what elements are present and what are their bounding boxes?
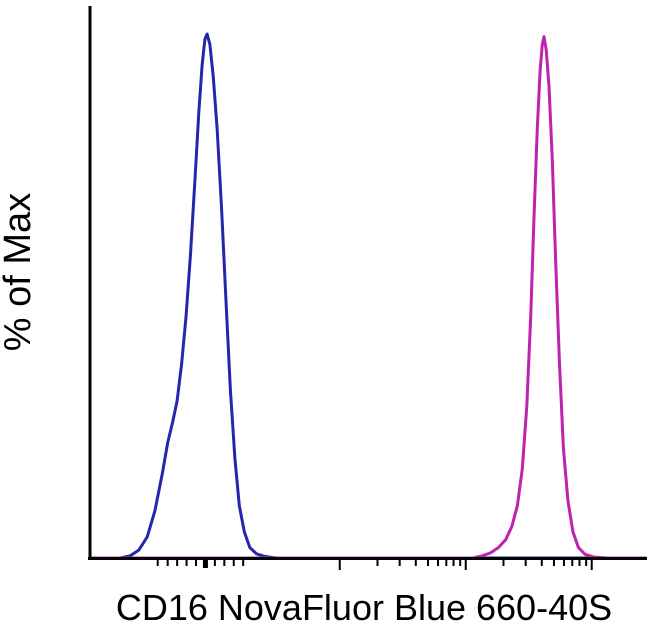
y-axis-label: % of Max bbox=[0, 193, 39, 351]
blue-curve bbox=[88, 32, 647, 560]
magenta-curve bbox=[88, 35, 647, 560]
curves bbox=[88, 32, 647, 560]
x-axis-ticks bbox=[156, 559, 593, 570]
x-axis-label: CD16 NovaFluor Blue 660-40S bbox=[116, 587, 612, 628]
